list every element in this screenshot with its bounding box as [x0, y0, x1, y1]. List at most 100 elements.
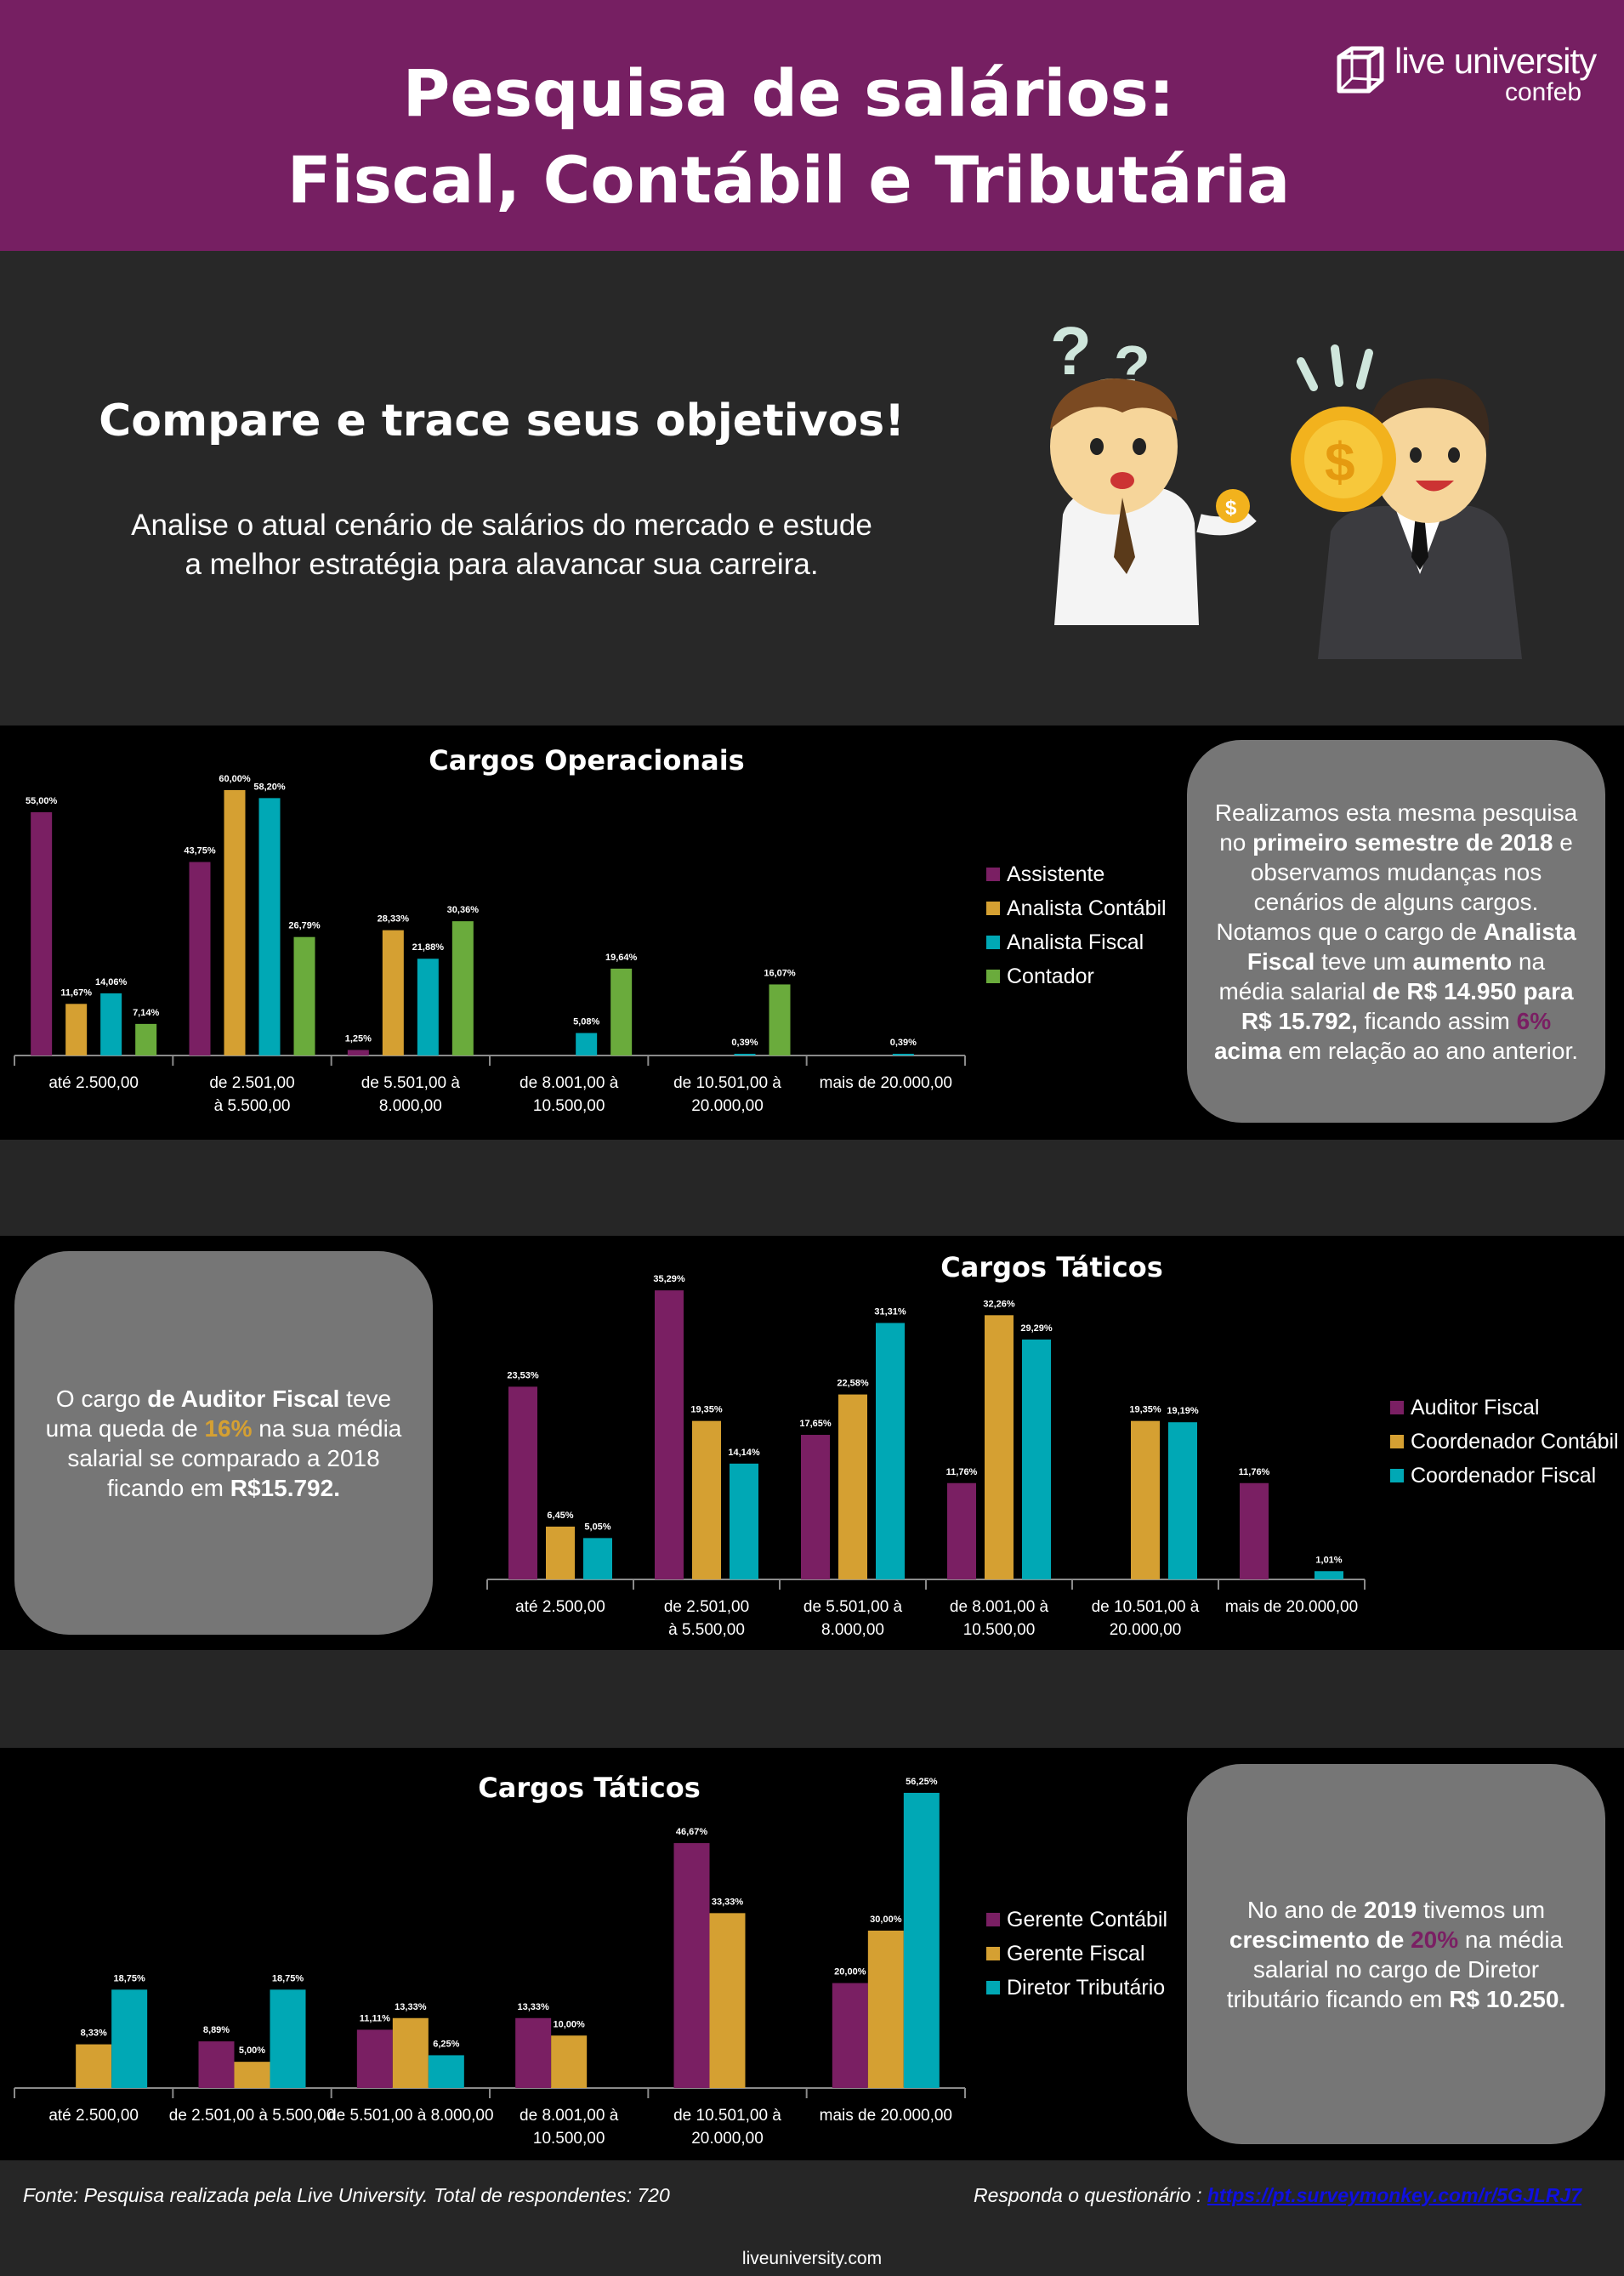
data-label: 55,00%	[26, 796, 58, 806]
legend-swatch	[1390, 1401, 1404, 1414]
data-label: 29,29%	[1020, 1323, 1053, 1334]
data-label: 1,01%	[1315, 1555, 1342, 1565]
legend-swatch	[986, 936, 1000, 949]
data-label: 20,00%	[834, 1967, 866, 1977]
bar	[832, 1983, 868, 2088]
hero-subtitle: Analise o atual cenário de salários do m…	[0, 506, 1003, 584]
legend-label: Diretor Tributário	[1007, 1975, 1166, 2000]
data-label: 5,00%	[239, 2046, 265, 2056]
bar	[876, 1323, 905, 1579]
data-label: 30,00%	[870, 1915, 902, 1925]
data-label: 35,29%	[653, 1274, 685, 1284]
chart-gerenciais: até 2.500,00 8,33% 18,75% de 2.501,00 à 5.5…	[14, 1777, 966, 2148]
x-tick-label: 10.500,00	[533, 2130, 605, 2148]
bar	[270, 1989, 306, 2088]
data-label: 30,36%	[447, 905, 480, 915]
x-tick-label: até 2.500,00	[48, 2107, 139, 2125]
x-tick-label: 10.500,00	[533, 1097, 605, 1115]
bar	[576, 1033, 598, 1055]
bar	[734, 1053, 756, 1055]
info-box-auditor-fiscal: O cargo de Auditor Fiscal teve uma queda…	[14, 1251, 433, 1635]
info-text-segment: Realizamos esta mesma pesquisa no	[1214, 799, 1578, 856]
footer: Fonte: Pesquisa realizada pela Live Univ…	[0, 2160, 1624, 2276]
data-label: 5,08%	[573, 1017, 599, 1027]
bar	[985, 1315, 1014, 1579]
bar	[801, 1435, 830, 1579]
info-text-segment: teve uma queda de	[45, 1385, 392, 1442]
x-tick-label: de 2.501,00	[664, 1598, 749, 1616]
legend-label: Gerente Fiscal	[1007, 1941, 1145, 1966]
data-label: 19,35%	[690, 1405, 723, 1415]
legend-item: Coordenador Fiscal	[1390, 1459, 1619, 1493]
info-text-segment: de Auditor Fiscal	[147, 1385, 340, 1412]
info-text-segment: aumento	[1412, 947, 1513, 975]
bar	[508, 1386, 537, 1579]
info-text-segment: R$15.792.	[230, 1474, 340, 1501]
info-text-segment: na média salarial no cargo de Diretor tr…	[1226, 1926, 1564, 2012]
data-label: 46,67%	[676, 1827, 708, 1837]
data-label: 33,33%	[712, 1897, 744, 1907]
bar	[356, 2029, 393, 2088]
bar	[947, 1482, 976, 1579]
legend-swatch	[986, 1981, 1000, 1994]
data-label: 14,06%	[95, 977, 128, 987]
bar	[189, 862, 211, 1055]
chart-legend: Auditor Fiscal Coordenador Contábil Coor…	[1390, 1391, 1619, 1493]
x-tick-label: de 10.501,00 à	[673, 2107, 781, 2125]
info-text-segment: primeiro semestre de 2018	[1252, 828, 1553, 856]
chart-legend: Gerente Contábil Gerente Fiscal Diretor …	[986, 1903, 1167, 2005]
bar	[709, 1913, 746, 2088]
x-tick-label: de 2.501,00 à 5.500,00	[169, 2107, 335, 2125]
survey-link[interactable]: https://pt.surveymonkey.com/r/5GJLRJ7	[1207, 2184, 1581, 2206]
legend-label: Coordenador Fiscal	[1411, 1463, 1597, 1488]
chart-title: Cargos Táticos	[940, 1251, 1163, 1283]
data-label: 8,89%	[203, 2025, 230, 2035]
bar	[198, 2041, 235, 2088]
x-tick-label: até 2.500,00	[515, 1598, 605, 1616]
info-box-2018-comparison: Realizamos esta mesma pesquisa no primei…	[1187, 740, 1605, 1123]
x-tick-label: à 5.500,00	[668, 1621, 745, 1639]
data-label: 7,14%	[133, 1008, 159, 1018]
x-tick-label: de 5.501,00 à	[803, 1598, 903, 1616]
legend-label: Contador	[1007, 964, 1094, 988]
bar	[838, 1394, 867, 1579]
bar	[65, 1004, 88, 1055]
legend-swatch	[986, 868, 1000, 881]
legend-swatch	[986, 1913, 1000, 1926]
legend-item: Assistente	[986, 857, 1167, 891]
data-label: 5,05%	[584, 1522, 610, 1532]
data-label: 11,11%	[360, 2013, 390, 2023]
bar	[551, 2035, 588, 2088]
chart-title: Cargos Operacionais	[429, 744, 745, 777]
info-text-segment: tivemos um	[1417, 1896, 1546, 1923]
bar	[692, 1420, 721, 1579]
bar	[583, 1538, 612, 1579]
legend-item: Gerente Contábil	[986, 1903, 1167, 1937]
bar	[903, 1792, 940, 2088]
x-tick-label: de 8.001,00 à	[520, 1074, 619, 1092]
x-tick-label: 20.000,00	[691, 2130, 764, 2148]
data-label: 10,00%	[554, 2019, 586, 2029]
data-label: 32,26%	[983, 1299, 1015, 1309]
data-label: 23,53%	[507, 1370, 539, 1380]
data-label: 11,67%	[60, 987, 92, 998]
bar	[769, 984, 791, 1055]
info-box-diretor-tributario: No ano de 2019 tivemos um crescimento de…	[1187, 1764, 1605, 2144]
x-tick-label: de 5.501,00 à 8.000,00	[327, 2107, 493, 2125]
info-text-segment: ficando assim	[1357, 1007, 1517, 1034]
source-note: Fonte: Pesquisa realizada pela Live Univ…	[23, 2184, 670, 2206]
bar	[610, 968, 633, 1055]
page-title-line1: Pesquisa de salários:	[402, 55, 1175, 131]
bar	[224, 790, 246, 1055]
bar	[258, 798, 281, 1055]
bar	[515, 2017, 552, 2088]
hero-title: Compare e trace seus objetivos!	[99, 395, 905, 447]
data-label: 58,20%	[253, 782, 286, 792]
x-tick-label: de 8.001,00 à	[950, 1598, 1049, 1616]
data-label: 11,76%	[946, 1467, 978, 1477]
bar	[111, 1989, 148, 2088]
info-box-text: O cargo de Auditor Fiscal teve uma queda…	[40, 1384, 407, 1503]
legend-label: Analista Contábil	[1007, 896, 1167, 920]
x-tick-label: mais de 20.000,00	[820, 2107, 952, 2125]
bar	[293, 936, 315, 1055]
